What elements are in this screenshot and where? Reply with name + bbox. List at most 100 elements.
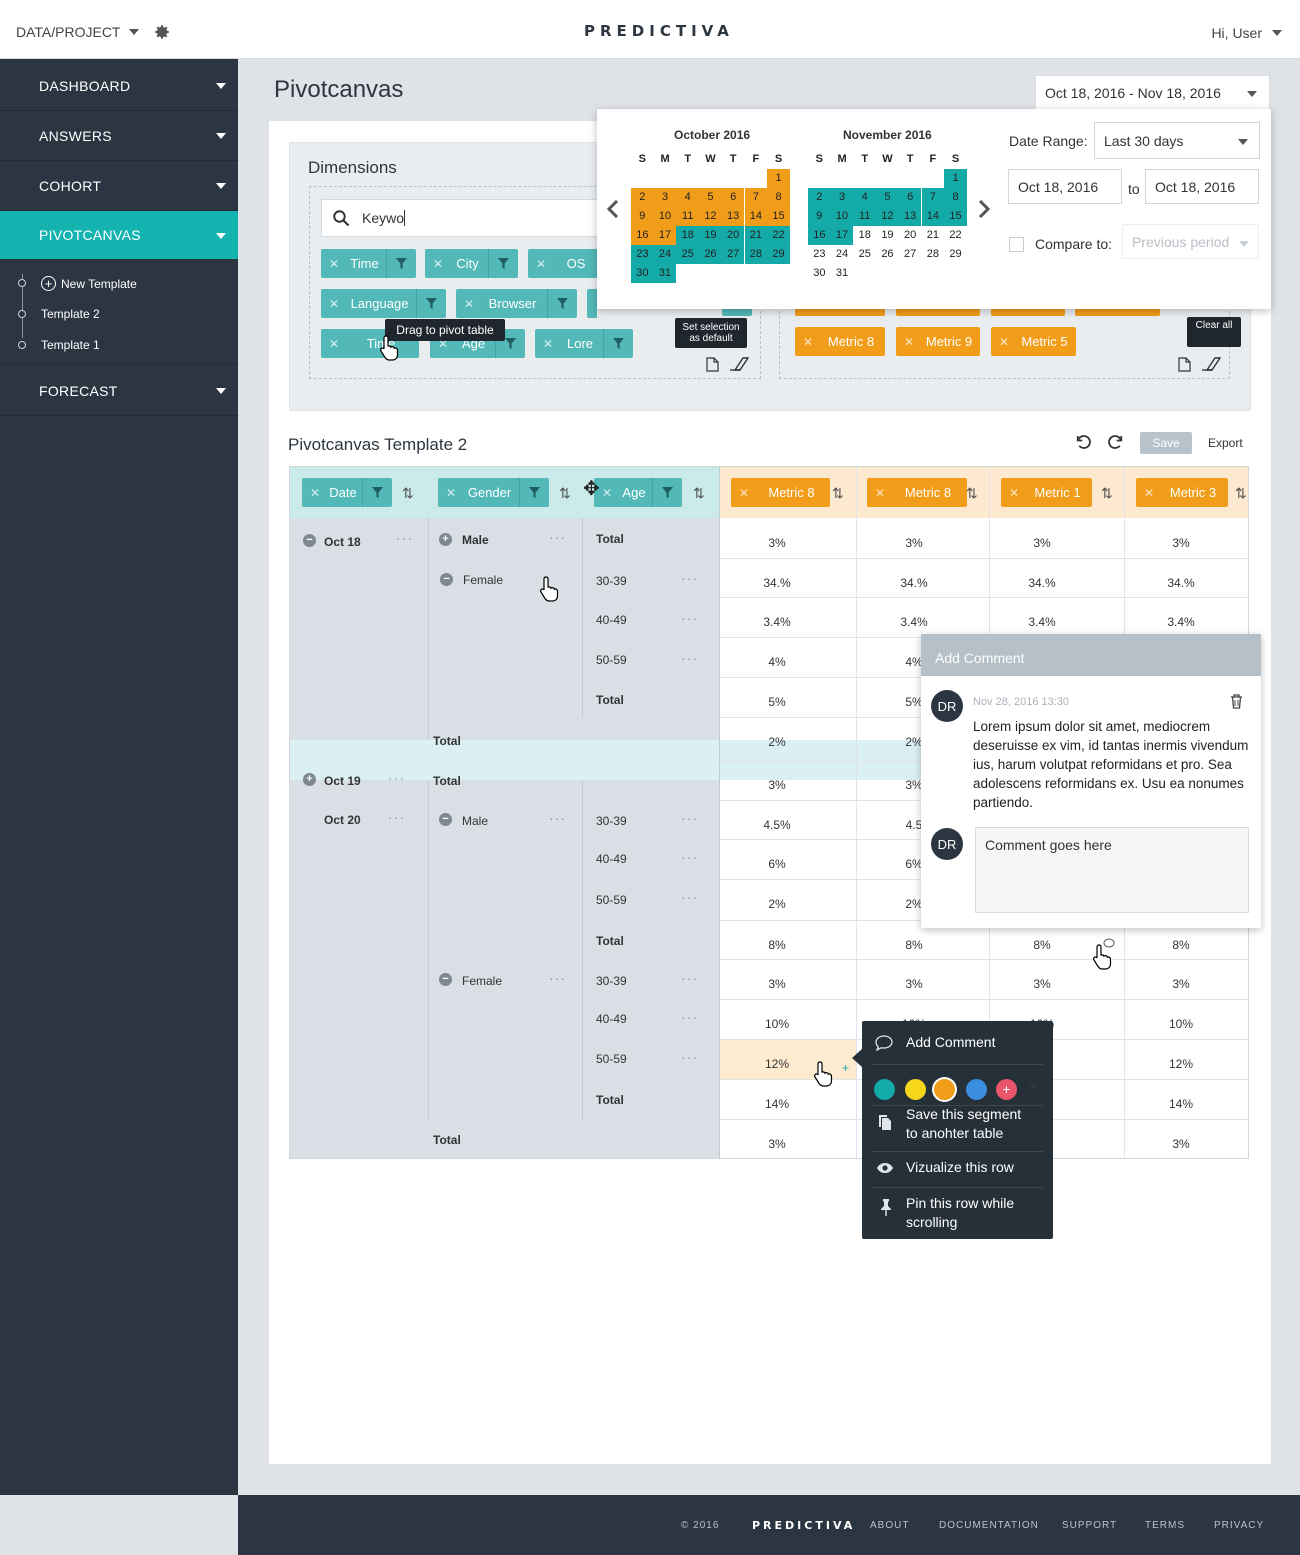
filter-icon[interactable] — [547, 289, 577, 318]
more-icon[interactable]: ··· — [388, 809, 405, 825]
close-icon[interactable]: ✕ — [998, 334, 1010, 349]
chevron-right-icon[interactable] — [977, 200, 991, 218]
close-icon[interactable]: ✕ — [903, 334, 915, 349]
calendar-november[interactable]: S M T W T F S 1 2 3 4 5 6 7 8 9 10 11 12 13 14 15 16 17 18 19 20 21… — [808, 150, 967, 290]
footer-link-about[interactable]: ABOUT — [870, 1520, 910, 1531]
sort-icon[interactable]: ⇅ — [559, 485, 571, 501]
selected-cell[interactable] — [719, 1039, 856, 1079]
close-icon[interactable]: ✕ — [1008, 485, 1020, 500]
calendar-day[interactable]: 9 — [808, 207, 831, 226]
calendar-day[interactable]: 20 — [721, 226, 745, 245]
calendar-day[interactable]: 29 — [767, 245, 790, 264]
calendar-day[interactable]: 14 — [744, 207, 768, 226]
calendar-day[interactable]: 16 — [631, 226, 654, 245]
table-cell[interactable]: 8% — [1172, 938, 1190, 952]
more-icon[interactable]: ··· — [396, 530, 413, 546]
close-icon[interactable]: ✕ — [328, 336, 340, 351]
table-cell[interactable]: 34.% — [763, 576, 791, 590]
calendar-day[interactable]: 25 — [858, 248, 871, 260]
calendar-day[interactable]: 25 — [676, 245, 700, 264]
calendar-day[interactable]: 30 — [631, 264, 654, 283]
table-cell[interactable]: 3% — [768, 977, 786, 991]
table-cell[interactable]: 10% — [764, 1017, 790, 1031]
calendar-day[interactable]: 27 — [721, 245, 745, 264]
table-cell[interactable]: 3% — [1172, 1137, 1190, 1151]
calendar-day[interactable]: 16 — [808, 226, 831, 245]
template-1-link[interactable]: Template 1 — [41, 338, 100, 352]
close-icon[interactable]: ✕ — [874, 485, 886, 500]
sort-icon[interactable]: ⇅ — [1101, 485, 1113, 501]
footer-link-terms[interactable]: TERMS — [1145, 1520, 1185, 1531]
calendar-day[interactable]: 2 — [631, 188, 654, 207]
chip-os[interactable]: ✕ OS — [528, 249, 602, 278]
color-swatch-yellow[interactable] — [905, 1079, 926, 1100]
calendar-day[interactable]: 28 — [744, 245, 768, 264]
table-cell[interactable]: 3% — [1033, 536, 1051, 550]
calendar-day[interactable]: 10 — [653, 207, 677, 226]
calendar-day[interactable]: 26 — [881, 248, 894, 260]
calendar-day[interactable]: 3 — [830, 188, 854, 207]
add-comment-item[interactable]: Add Comment — [906, 1034, 996, 1050]
sort-icon[interactable]: ⇅ — [966, 485, 978, 501]
table-cell[interactable]: 3% — [768, 536, 786, 550]
table-cell[interactable]: 2% — [768, 735, 786, 749]
table-cell[interactable]: 3% — [905, 778, 923, 792]
expand-icon[interactable]: + — [439, 533, 452, 546]
calendar-day[interactable]: 9 — [631, 207, 654, 226]
footer-link-documentation[interactable]: DOCUMENTATION — [939, 1520, 1039, 1531]
more-icon[interactable]: ··· — [681, 610, 698, 626]
table-cell[interactable]: 34.% — [1167, 576, 1195, 590]
table-cell[interactable]: 6% — [905, 857, 923, 871]
table-cell[interactable]: 3% — [1033, 977, 1051, 991]
more-icon[interactable]: ··· — [681, 810, 698, 826]
dimension-search-input[interactable]: Keywo — [321, 199, 601, 237]
compare-select[interactable]: Previous period — [1122, 224, 1259, 259]
collapse-icon[interactable]: − — [439, 813, 452, 826]
new-template-link[interactable]: + New Template — [41, 276, 137, 291]
sort-icon[interactable]: ⇅ — [402, 485, 414, 501]
calendar-day[interactable]: 6 — [721, 188, 745, 207]
more-icon[interactable]: ··· — [388, 770, 405, 786]
chip-language[interactable]: ✕ Language — [321, 289, 446, 318]
calendar-day[interactable]: 23 — [631, 245, 654, 264]
calendar-day[interactable]: 13 — [898, 207, 922, 226]
color-swatch-blue[interactable] — [966, 1079, 987, 1100]
close-icon[interactable]: ✕ — [328, 296, 340, 311]
filter-icon[interactable] — [603, 329, 633, 358]
save-segment-item[interactable]: Save this segment to anohter table — [906, 1105, 1021, 1143]
metric-chip-metric-8[interactable]: ✕ Metric 8 — [795, 327, 885, 356]
calendar-day[interactable]: 22 — [767, 226, 790, 245]
to-date-input[interactable]: Oct 18, 2016 — [1145, 169, 1259, 204]
table-cell[interactable]: 3% — [1172, 536, 1190, 550]
more-icon[interactable]: ··· — [549, 529, 566, 545]
chip-browser[interactable]: ✕ Browser — [456, 289, 577, 318]
calendar-day[interactable]: 11 — [853, 207, 877, 226]
table-cell[interactable]: 4.5% — [763, 818, 791, 832]
calendar-day[interactable]: 7 — [744, 188, 768, 207]
table-cell[interactable]: 14% — [764, 1097, 790, 1111]
calendar-day[interactable]: 20 — [904, 229, 917, 241]
user-menu[interactable]: Hi, User — [1211, 25, 1282, 41]
table-cell[interactable]: 8% — [905, 938, 923, 952]
table-cell[interactable]: 4.5 — [905, 818, 923, 832]
sort-icon[interactable]: ⇅ — [832, 485, 844, 501]
table-cell[interactable]: 6% — [768, 857, 786, 871]
table-cell[interactable]: 34.% — [900, 576, 928, 590]
close-icon[interactable]: ✕ — [601, 485, 613, 500]
more-icon[interactable]: ··· — [681, 889, 698, 905]
header-chip-gender[interactable]: ✕ Gender — [438, 478, 549, 507]
export-button[interactable]: Export — [1208, 436, 1243, 450]
calendar-day[interactable]: 23 — [813, 248, 826, 260]
calendar-day[interactable]: 17 — [653, 226, 677, 245]
calendar-day[interactable]: 15 — [767, 207, 790, 226]
calendar-day[interactable]: 30 — [813, 267, 826, 279]
sidebar-item-forecast[interactable]: FORECAST — [0, 366, 238, 416]
collapse-icon[interactable]: − — [439, 973, 452, 986]
calendar-october[interactable]: S M T W T F S 1 2 3 4 5 6 7 8 9 10 11 12 13 14 15 16 17 18 19 20 21… — [631, 150, 790, 290]
calendar-day[interactable]: 4 — [853, 188, 877, 207]
calendar-day[interactable]: 10 — [830, 207, 854, 226]
gear-icon[interactable] — [153, 23, 171, 41]
filter-icon[interactable] — [519, 478, 549, 507]
date-range-select[interactable]: Last 30 days — [1094, 122, 1260, 159]
sort-icon[interactable]: ⇅ — [693, 485, 705, 501]
